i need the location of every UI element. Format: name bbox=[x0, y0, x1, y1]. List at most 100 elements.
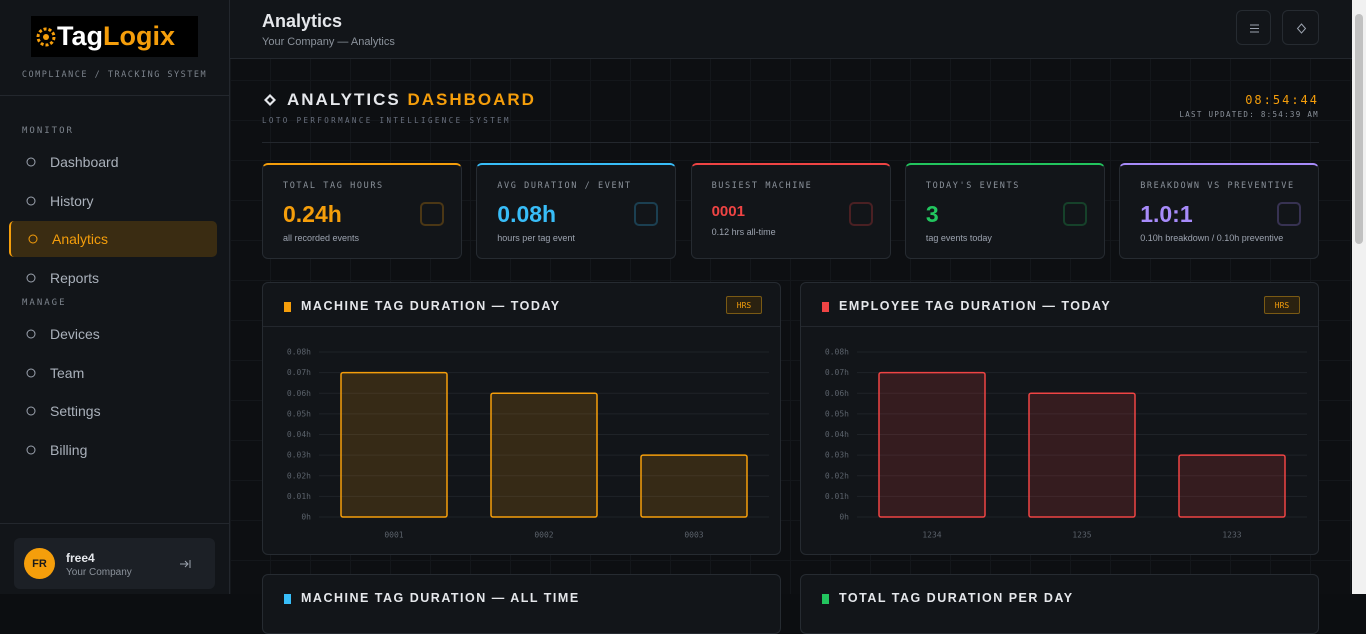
icon-shape bbox=[26, 329, 36, 339]
bar bbox=[1028, 392, 1136, 518]
panel-marker bbox=[284, 302, 291, 312]
nav-item[interactable]: Devices bbox=[9, 316, 217, 352]
user-card[interactable]: FR free4 Your Company bbox=[14, 538, 215, 589]
menu-button[interactable] bbox=[1236, 10, 1271, 45]
icon-shape bbox=[28, 234, 38, 244]
kpi-icon bbox=[1062, 202, 1087, 226]
nav-label: Team bbox=[50, 364, 85, 381]
nav-item[interactable]: Team bbox=[9, 355, 217, 391]
logo[interactable]: Tag Logix bbox=[31, 16, 198, 57]
kpi-icon bbox=[634, 202, 659, 226]
nav-item[interactable]: History bbox=[9, 183, 217, 219]
kpi-label: TODAY'S EVENTS bbox=[925, 181, 1020, 191]
bar bbox=[490, 392, 598, 518]
bar bbox=[340, 371, 448, 518]
nav-icon bbox=[26, 329, 36, 339]
kpi-label: TOTAL TAG HOURS bbox=[283, 181, 384, 191]
nav-label: Devices bbox=[50, 326, 100, 342]
panel-divider bbox=[263, 326, 780, 327]
y-tick-label: 0.02h bbox=[287, 471, 311, 480]
chart-panel: TOTAL TAG DURATION PER DAY bbox=[800, 574, 1319, 634]
logo-icon bbox=[36, 27, 56, 46]
kpi-note: all recorded events bbox=[283, 233, 360, 243]
nav-icon bbox=[28, 234, 38, 244]
nav-label: Billing bbox=[50, 441, 88, 458]
bar bbox=[1178, 454, 1286, 518]
y-tick-label: 0.08h bbox=[287, 348, 311, 357]
kpi-value: 3 bbox=[925, 201, 939, 227]
title-icon bbox=[264, 94, 276, 106]
y-tick-label: 0.08h bbox=[825, 348, 849, 357]
kpi-note: 0.12 hrs all-time bbox=[711, 227, 776, 237]
logo-prefix: Tag bbox=[57, 21, 103, 51]
nav-icon bbox=[26, 368, 36, 377]
x-tick-label: 0003 bbox=[684, 531, 703, 540]
nav-item[interactable]: Billing bbox=[9, 432, 217, 468]
kpi-card: BUSIEST MACHINE 0001 0.12 hrs all-time bbox=[690, 163, 891, 259]
y-tick-label: 0.07h bbox=[825, 368, 849, 377]
nav-label: History bbox=[50, 192, 94, 209]
panel-marker bbox=[822, 302, 829, 312]
divider bbox=[0, 95, 229, 96]
nav-item[interactable]: Reports bbox=[9, 260, 217, 296]
y-tick-label: 0.07h bbox=[287, 368, 311, 377]
x-tick-label: 1234 bbox=[922, 531, 941, 540]
panel-marker bbox=[822, 594, 829, 604]
divider bbox=[0, 523, 229, 524]
kpi-card: AVG DURATION / EVENT 0.08h hours per tag e… bbox=[476, 163, 677, 259]
y-tick-label: 0.03h bbox=[825, 451, 849, 460]
scroll-thumb[interactable] bbox=[1355, 14, 1363, 244]
kpi-value: 0001 bbox=[711, 203, 745, 220]
nav-icon bbox=[26, 273, 36, 282]
icon-shape bbox=[26, 368, 36, 377]
sidebar: Tag Logix COMPLIANCE / TRACKING SYSTEM MO… bbox=[0, 0, 230, 594]
chart-plot: 0h 0.01h 0.02h 0.03h 0.04h 0.05h 0.06h 0.07h 0.0… bbox=[287, 348, 769, 540]
kpi-label: BREAKDOWN VS PREVENTIVE bbox=[1140, 181, 1295, 191]
icon-shape bbox=[26, 273, 36, 282]
y-tick-label: 0h bbox=[839, 513, 849, 522]
user-name: free4 bbox=[66, 551, 95, 565]
y-tick-label: 0.01h bbox=[825, 492, 849, 501]
icon-shape bbox=[420, 202, 444, 226]
icon-shape bbox=[634, 202, 659, 226]
nav-item[interactable]: Analytics bbox=[9, 221, 217, 257]
nav-label: Analytics bbox=[52, 231, 109, 247]
y-tick-label: 0.04h bbox=[825, 430, 849, 439]
main: Analytics Your Company — Analytics ANALY… bbox=[230, 0, 1352, 634]
nav-item[interactable]: Settings bbox=[9, 393, 217, 429]
y-tick-label: 0.05h bbox=[825, 409, 849, 418]
y-tick-label: 0.01h bbox=[287, 492, 311, 501]
x-tick-label: 0002 bbox=[534, 531, 553, 540]
y-tick-label: 0.02h bbox=[825, 471, 849, 480]
scrollbar[interactable] bbox=[1352, 0, 1366, 594]
y-tick-label: 0.06h bbox=[825, 389, 849, 398]
kpi-label: BUSIEST MACHINE bbox=[711, 181, 813, 191]
settings-button[interactable] bbox=[1282, 10, 1319, 45]
breadcrumb: Your Company — Analytics bbox=[262, 36, 395, 48]
kpi-icon bbox=[848, 202, 873, 226]
logo-suffix: Logix bbox=[103, 21, 175, 51]
logout-icon[interactable] bbox=[179, 559, 191, 569]
y-tick-label: 0h bbox=[301, 513, 311, 522]
nav-icon bbox=[26, 157, 36, 167]
dashboard-subtitle: LOTO PERFORMANCE INTELLIGENCE SYSTEM bbox=[262, 116, 511, 125]
clock: 08:54:44 bbox=[1245, 93, 1319, 107]
icon-shape bbox=[26, 157, 36, 167]
x-tick-label: 1233 bbox=[1222, 531, 1241, 540]
bar bbox=[878, 371, 986, 518]
kpi-note: 0.10h breakdown / 0.10h preventive bbox=[1140, 233, 1284, 243]
avatar: FR bbox=[24, 548, 55, 579]
nav-item[interactable]: Dashboard bbox=[9, 144, 217, 180]
last-updated: LAST UPDATED: 8:54:39 AM bbox=[1179, 110, 1319, 119]
user-company: Your Company bbox=[66, 567, 132, 578]
kpi-note: hours per tag event bbox=[497, 233, 575, 243]
kpi-value: 1.0:1 bbox=[1140, 201, 1193, 227]
kpi-card: TOTAL TAG HOURS 0.24h all recorded events bbox=[262, 163, 462, 259]
nav-label: Reports bbox=[50, 269, 100, 286]
tagline: COMPLIANCE / TRACKING SYSTEM bbox=[21, 70, 208, 80]
y-tick-label: 0.04h bbox=[287, 430, 311, 439]
nav-label: Settings bbox=[50, 403, 101, 419]
chart-panel: EMPLOYEE TAG DURATION — TODAY HRS 0h 0.01h 0… bbox=[800, 282, 1319, 555]
chart-badge: HRS bbox=[726, 296, 762, 314]
